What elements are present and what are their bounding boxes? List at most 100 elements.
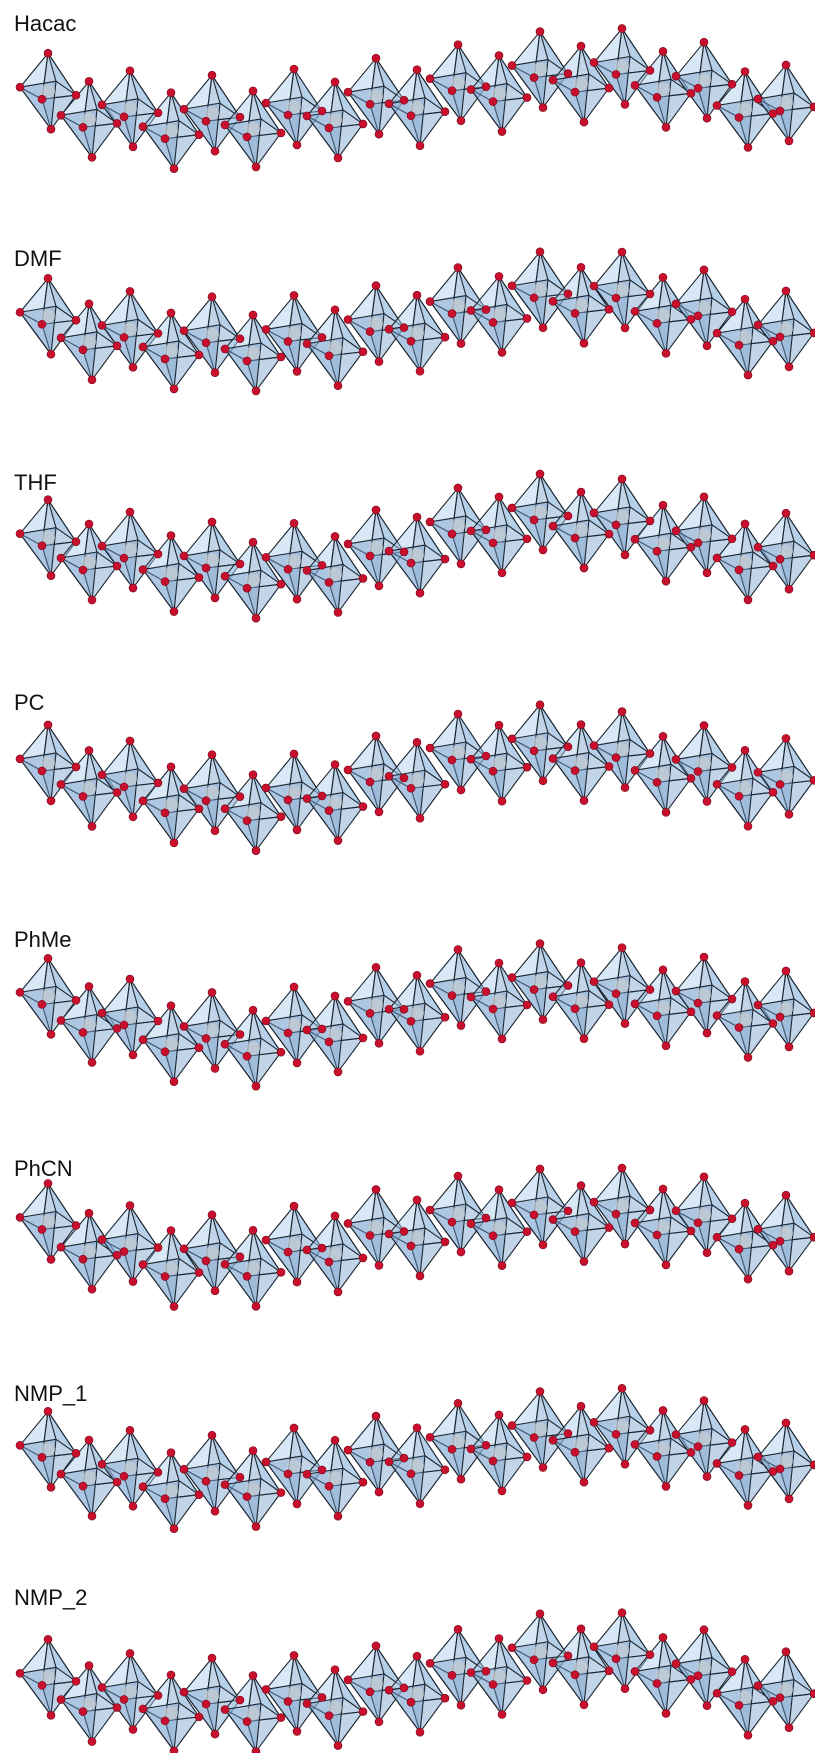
oxygen-atom	[646, 1426, 654, 1434]
oxygen-atom	[211, 1287, 219, 1295]
oxygen-atom	[776, 107, 784, 115]
oxygen-atom	[293, 595, 301, 603]
oxygen-atom	[564, 743, 572, 751]
oxygen-atom	[508, 974, 516, 982]
oxygen-atom	[303, 1700, 311, 1708]
panel-label: NMP_2	[14, 1585, 87, 1610]
oxygen-atom	[631, 1219, 639, 1227]
oxygen-atom	[170, 1747, 178, 1753]
oxygen-atom	[195, 131, 203, 139]
oxygen-atom	[85, 982, 93, 990]
oxygen-atom	[441, 1466, 449, 1474]
oxygen-atom	[448, 1671, 456, 1679]
oxygen-atom	[38, 320, 46, 328]
oxygen-atom	[120, 554, 128, 562]
oxygen-atom	[262, 784, 270, 792]
oxygen-atom	[687, 1227, 695, 1235]
oxygen-atom	[318, 107, 326, 115]
oxygen-atom	[243, 133, 251, 141]
oxygen-atom	[47, 572, 55, 580]
oxygen-atom	[72, 1221, 80, 1229]
oxygen-atom	[57, 1470, 65, 1478]
oxygen-atom	[318, 561, 326, 569]
oxygen-atom	[277, 1268, 285, 1276]
oxygen-atom	[416, 1047, 424, 1055]
oxygen-atom	[344, 88, 352, 96]
oxygen-atom	[366, 328, 374, 336]
oxygen-atom	[372, 1412, 380, 1420]
oxygen-atom	[79, 566, 87, 574]
oxygen-atom	[400, 1454, 408, 1462]
oxygen-atom	[508, 504, 516, 512]
oxygen-atom	[728, 1668, 736, 1676]
oxygen-atom	[467, 1220, 475, 1228]
oxygen-atom	[754, 1453, 762, 1461]
oxygen-atom	[653, 1452, 661, 1460]
oxygen-atom	[495, 493, 503, 501]
oxygen-atom	[580, 1478, 588, 1486]
oxygen-atom	[728, 995, 736, 1003]
oxygen-atom	[139, 343, 147, 351]
oxygen-atom	[180, 552, 188, 560]
oxygen-atom	[605, 84, 613, 92]
oxygen-atom	[631, 307, 639, 315]
oxygen-atom	[810, 1461, 815, 1469]
oxygen-atom	[208, 293, 216, 301]
oxygen-atom	[359, 1254, 367, 1262]
oxygen-atom	[580, 1701, 588, 1709]
oxygen-atom	[47, 350, 55, 358]
oxygen-atom	[457, 786, 465, 794]
oxygen-atom	[359, 1708, 367, 1716]
oxygen-atom	[139, 797, 147, 805]
oxygen-atom	[687, 1675, 695, 1683]
oxygen-atom	[262, 1236, 270, 1244]
oxygen-atom	[454, 484, 462, 492]
oxygen-atom	[741, 68, 749, 76]
oxygen-atom	[372, 282, 380, 290]
oxygen-atom	[318, 1693, 326, 1701]
oxygen-atom	[416, 1728, 424, 1736]
oxygen-atom	[672, 987, 680, 995]
oxygen-atom	[79, 792, 87, 800]
oxygen-atom	[810, 1233, 815, 1241]
oxygen-atom	[448, 1445, 456, 1453]
oxygen-atom	[129, 584, 137, 592]
oxygen-atom	[236, 1696, 244, 1704]
oxygen-atom	[359, 1478, 367, 1486]
oxygen-atom	[167, 1671, 175, 1679]
oxygen-atom	[385, 325, 393, 333]
oxygen-atom	[426, 518, 434, 526]
oxygen-atom	[539, 1241, 547, 1249]
oxygen-atom	[154, 1244, 162, 1252]
oxygen-atom	[703, 1473, 711, 1481]
oxygen-atom	[782, 1419, 790, 1427]
oxygen-atom	[167, 1227, 175, 1235]
panel-label: Hacac	[14, 11, 76, 36]
oxygen-atom	[120, 333, 128, 341]
oxygen-atom	[284, 1470, 292, 1478]
oxygen-atom	[454, 1399, 462, 1407]
oxygen-atom	[744, 144, 752, 152]
oxygen-atom	[564, 290, 572, 298]
oxygen-atom	[47, 1483, 55, 1491]
oxygen-atom	[208, 988, 216, 996]
oxygen-atom	[530, 1434, 538, 1442]
oxygen-atom	[221, 1040, 229, 1048]
oxygen-atom	[662, 808, 670, 816]
oxygen-atom	[785, 1267, 793, 1275]
oxygen-atom	[612, 521, 620, 529]
oxygen-atom	[38, 542, 46, 550]
oxygen-atom	[659, 1185, 667, 1193]
oxygen-atom	[646, 66, 654, 74]
oxygen-atom	[776, 333, 784, 341]
oxygen-atom	[180, 327, 188, 335]
oxygen-atom	[769, 562, 777, 570]
oxygen-atom	[303, 340, 311, 348]
oxygen-atom	[293, 826, 301, 834]
oxygen-atom	[88, 1285, 96, 1293]
oxygen-atom	[139, 1705, 147, 1713]
oxygen-atom	[161, 1495, 169, 1503]
oxygen-atom	[208, 1211, 216, 1219]
oxygen-atom	[508, 62, 516, 70]
oxygen-atom	[139, 566, 147, 574]
